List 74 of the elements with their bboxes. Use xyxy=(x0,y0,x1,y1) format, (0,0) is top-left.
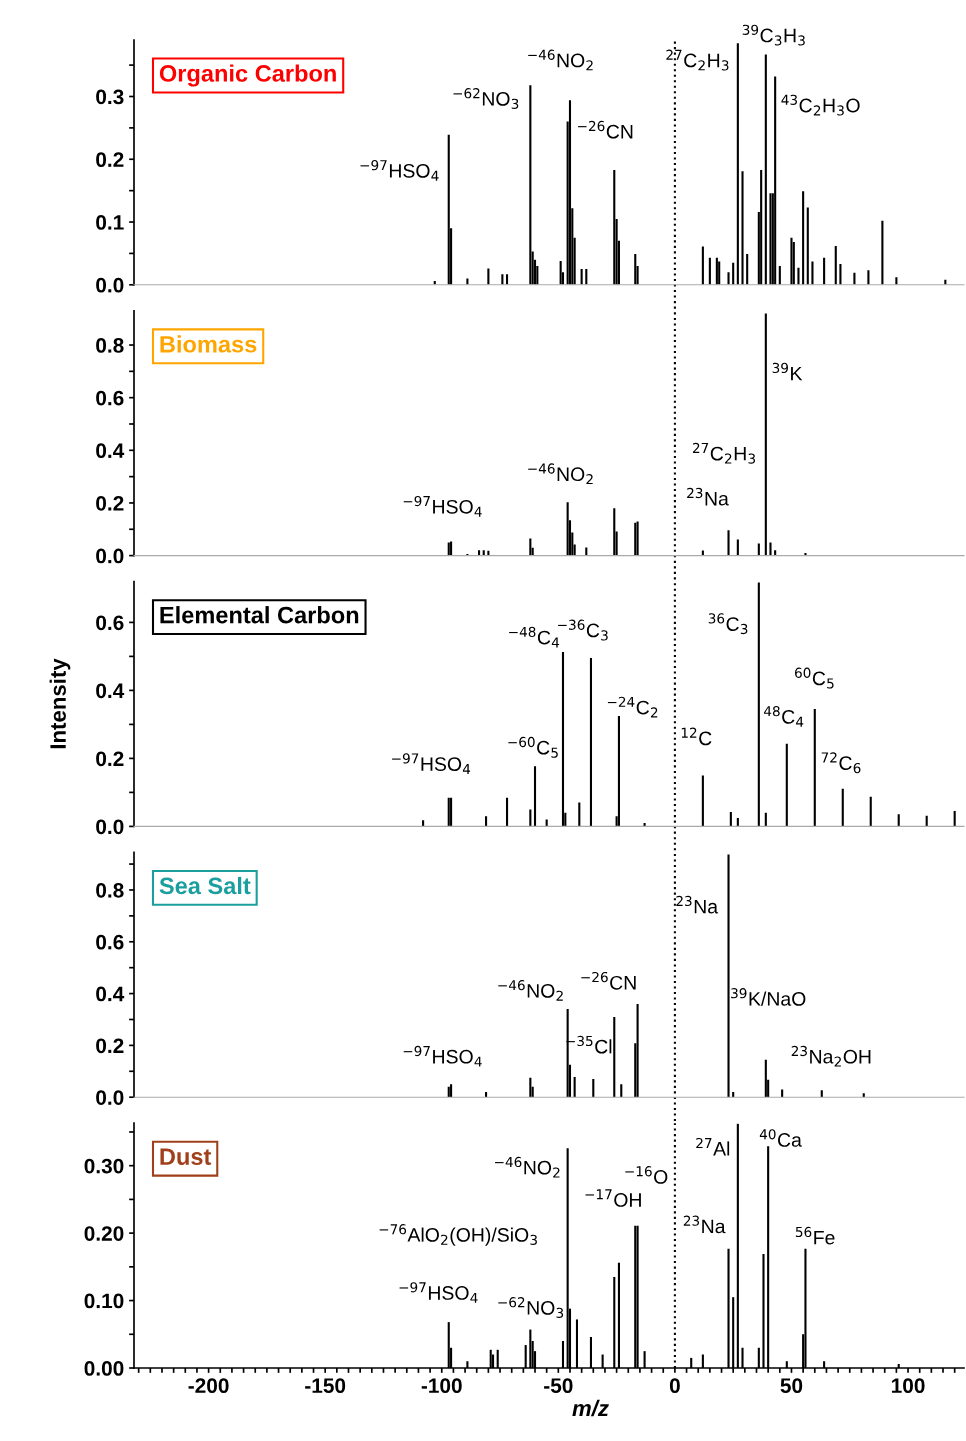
annotation: $^{27}$C$_{2}$H$_{3}$ xyxy=(666,49,729,71)
y-tick-label: 0.20 xyxy=(84,1226,124,1241)
annotation: $^{−62}$NO$_{3}$ xyxy=(498,1297,564,1318)
annotation: $^{−76}$AlO$_{2}$(OH)/SiO$_{3}$ xyxy=(379,1224,537,1246)
x-tick-label: 100 xyxy=(891,1378,925,1394)
y-tick-label: 0.3 xyxy=(96,89,124,105)
x-tick-label: -150 xyxy=(305,1378,346,1394)
annotation: $^{−97}$HSO$_{4}$ xyxy=(360,160,439,181)
annotation: $^{43}$C$_{2}$H$_{3}$O xyxy=(781,94,860,116)
y-tick-label: 0.4 xyxy=(96,443,125,459)
annotation: $^{23}$Na xyxy=(683,1215,726,1234)
y-tick-label: 0.8 xyxy=(96,882,124,898)
x-tick-label: -100 xyxy=(421,1378,462,1394)
y-tick-label: 0.8 xyxy=(96,338,124,353)
x-tick-label: -200 xyxy=(188,1378,229,1394)
y-tick-label: 0.0 xyxy=(96,819,124,835)
y-tick-label: 0.2 xyxy=(96,495,124,511)
annotation: $^{12}$C xyxy=(681,727,712,746)
annotation: $^{23}$Na$_{2}$OH xyxy=(791,1045,871,1067)
annotation: $^{−97}$HSO$_{4}$ xyxy=(399,1282,478,1303)
y-tick-label: 0.4 xyxy=(96,986,125,1002)
annotation: $^{−97}$HSO$_{4}$ xyxy=(403,495,482,517)
text: Biomass xyxy=(160,335,257,353)
annotation: $^{−46}$NO$_{2}$ xyxy=(528,463,593,485)
x-tick-label: -50 xyxy=(544,1378,573,1394)
annotation: $^{56}$Fe xyxy=(795,1226,835,1245)
x-axis-title: m/z xyxy=(572,1399,609,1417)
annotation: $^{−46}$NO$_{2}$ xyxy=(498,980,563,1001)
y-tick-label: 0.2 xyxy=(96,751,124,767)
annotation: $^{23}$Na xyxy=(687,487,729,506)
annotation: $^{−62}$NO$_{3}$ xyxy=(453,88,519,109)
y-tick-label: 0.6 xyxy=(96,390,124,406)
y-tick-label: 0.1 xyxy=(96,215,124,230)
annotation: $^{−97}$HSO$_{4}$ xyxy=(392,753,471,774)
x-tick-label: 0 xyxy=(669,1378,680,1394)
annotation: $^{−26}$CN xyxy=(581,971,636,990)
annotation: $^{72}$C$_{6}$ xyxy=(821,752,861,774)
y-tick-label: 0.6 xyxy=(96,934,124,950)
annotation: $^{−46}$NO$_{2}$ xyxy=(495,1156,560,1178)
text: Sea Salt xyxy=(159,876,251,895)
y-tick-label: 0.30 xyxy=(84,1158,124,1174)
y-tick-label: 0.2 xyxy=(96,1038,124,1054)
annotation: $^{39}$K xyxy=(772,362,803,381)
y-tick-label: 0.0 xyxy=(96,548,124,564)
annotation: $^{27}$Al xyxy=(696,1137,730,1156)
y-tick-label: 0.4 xyxy=(96,683,125,699)
annotation: $^{36}$C$_{3}$ xyxy=(708,613,748,635)
annotation: $^{−17}$OH xyxy=(585,1189,641,1207)
y-tick-label: 0.2 xyxy=(96,152,124,168)
annotation: $^{39}$K/NaO xyxy=(731,988,806,1006)
annotation: $^{−97}$HSO$_{4}$ xyxy=(403,1045,482,1067)
y-tick-label: 0.00 xyxy=(84,1361,124,1376)
y-tick-label: 0.6 xyxy=(96,615,124,631)
annotation: $^{−60}$C$_{5}$ xyxy=(508,736,558,758)
y-axis-title: Intensity xyxy=(49,658,71,749)
annotation: $^{−36}$C$_{3}$ xyxy=(558,619,608,641)
annotation: $^{40}$Ca xyxy=(759,1129,802,1147)
y-tick-label: 0.10 xyxy=(84,1293,124,1309)
annotation: $^{−46}$NO$_{2}$ xyxy=(528,49,593,71)
y-tick-label: 0.0 xyxy=(96,1090,124,1105)
text: Elemental Carbon xyxy=(160,606,359,624)
annotation: $^{−48}$C$_{4}$ xyxy=(509,626,560,648)
x-tick-label: 50 xyxy=(780,1378,803,1394)
annotation: $^{27}$C$_{2}$H$_{3}$ xyxy=(692,442,756,464)
annotation: $^{48}$C$_{4}$ xyxy=(763,706,804,727)
annotation: $^{60}$C$_{5}$ xyxy=(794,667,834,689)
annotation: $^{23}$Na xyxy=(676,895,719,914)
annotation: $^{−24}$C$_{2}$ xyxy=(607,696,658,718)
text: Dust xyxy=(160,1148,212,1166)
text: Organic Carbon xyxy=(159,64,336,87)
y-tick-label: 0.0 xyxy=(96,277,124,293)
annotation: $^{−16}$O xyxy=(625,1166,668,1184)
annotation: $^{39}$C$_{3}$H$_{3}$ xyxy=(742,24,805,46)
annotation: $^{−26}$CN xyxy=(578,120,633,139)
